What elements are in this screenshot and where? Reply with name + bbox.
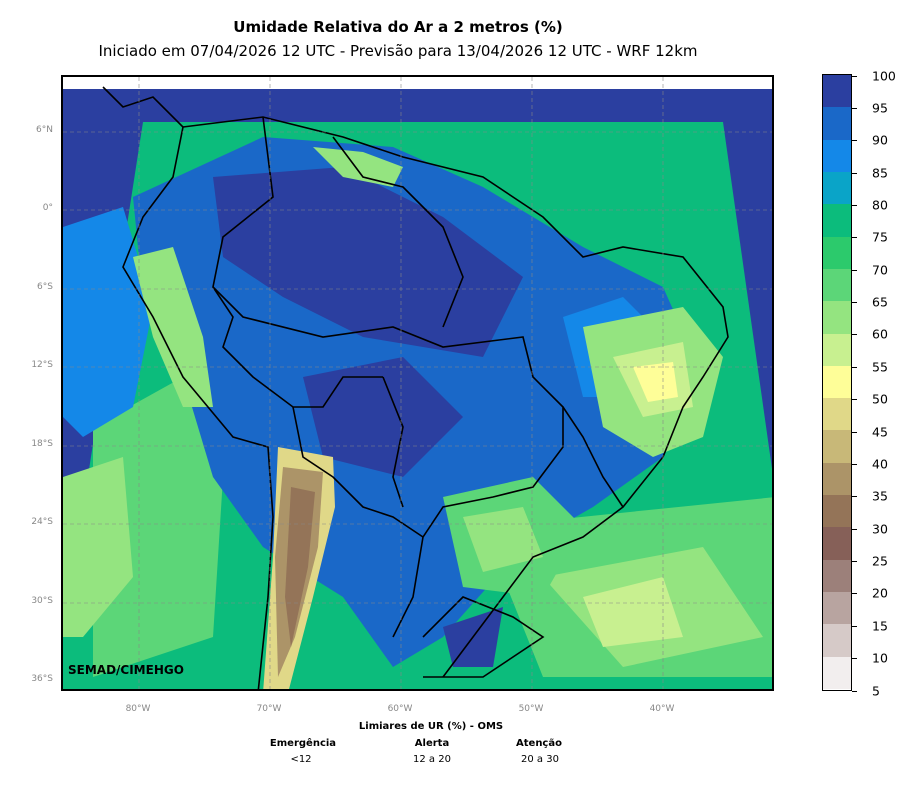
who-col-value: 20 a 30: [521, 754, 559, 765]
colorbar-band: [823, 592, 851, 625]
colorbar-band: [823, 236, 851, 270]
lat-label: 6°N: [36, 125, 53, 135]
colorbar-tick: [852, 496, 857, 498]
colorbar-tick: [852, 172, 857, 174]
colorbar-tick-label: 75: [872, 229, 888, 245]
colorbar-tick-label: 50: [872, 391, 888, 407]
colorbar-band: [823, 107, 851, 141]
colorbar-tick: [852, 334, 857, 336]
colorbar-tick: [852, 107, 857, 109]
credit-label: SEMAD/CIMEHGO: [68, 663, 184, 677]
colorbar-tick: [852, 237, 857, 239]
colorbar-tick-label: 55: [872, 359, 888, 375]
colorbar-tick-label: 65: [872, 294, 888, 310]
colorbar-band: [823, 495, 851, 528]
map-title: Umidade Relativa do Ar a 2 metros (%): [233, 18, 563, 36]
colorbar-tick-label: 100: [872, 68, 896, 83]
colorbar-band: [823, 268, 851, 302]
lon-label: 50°W: [518, 704, 544, 714]
colorbar-tick-label: 95: [872, 100, 888, 116]
colorbar-tick: [852, 463, 857, 465]
who-col-name: Atenção: [516, 738, 562, 749]
map-subtitle: Iniciado em 07/04/2026 12 UTC - Previsão…: [98, 42, 698, 60]
colorbar-tick-label: 60: [872, 326, 888, 342]
colorbar-band: [823, 656, 851, 690]
colorbar-band: [823, 204, 851, 238]
colorbar-tick: [852, 204, 857, 206]
colorbar-tick: [852, 399, 857, 401]
lon-label: 70°W: [256, 704, 282, 714]
who-header: Limiares de UR (%) - OMS: [358, 721, 504, 732]
who-col-name: Alerta: [414, 738, 450, 749]
who-col-value: <12: [290, 754, 312, 765]
lat-label: 12°S: [31, 360, 53, 370]
colorbar-band: [823, 624, 851, 658]
colorbar-tick-label: 10: [872, 650, 888, 666]
colorbar-tick: [852, 625, 857, 627]
colorbar-tick-label: 80: [872, 197, 888, 213]
colorbar-tick-label: 90: [872, 132, 888, 148]
colorbar-tick-label: 85: [872, 165, 888, 181]
colorbar-tick-label: 45: [872, 424, 888, 440]
lat-label: 36°S: [31, 674, 53, 684]
colorbar-band: [823, 430, 851, 464]
lat-label: 30°S: [31, 596, 53, 606]
lat-label: 18°S: [31, 439, 53, 449]
colorbar-band: [823, 171, 851, 205]
colorbar-tick: [852, 75, 857, 77]
colorbar-band: [823, 75, 851, 108]
map-canvas: [63, 77, 772, 689]
colorbar-tick: [852, 431, 857, 433]
colorbar-tick: [852, 593, 857, 595]
lon-label: 80°W: [125, 704, 151, 714]
colorbar-tick: [852, 140, 857, 142]
colorbar-band: [823, 398, 851, 431]
colorbar-tick: [852, 561, 857, 563]
colorbar-tick: [852, 690, 857, 692]
humidity-map: [61, 75, 774, 691]
colorbar-band: [823, 365, 851, 399]
colorbar: [822, 74, 852, 691]
lon-label: 60°W: [387, 704, 413, 714]
colorbar-band: [823, 527, 851, 561]
colorbar-tick-label: 25: [872, 553, 888, 569]
colorbar-tick-label: 30: [872, 521, 888, 537]
lat-label: 24°S: [31, 517, 53, 527]
colorbar-band: [823, 333, 851, 367]
colorbar-tick: [852, 302, 857, 304]
lat-label: 0°: [42, 203, 53, 213]
colorbar-tick: [852, 269, 857, 271]
colorbar-tick-label: 40: [872, 456, 888, 472]
colorbar-tick-label: 20: [872, 585, 888, 601]
colorbar-band: [823, 301, 851, 335]
who-col-name: Emergência: [269, 738, 337, 749]
colorbar-tick-label: 35: [872, 488, 888, 504]
colorbar-tick-label: 70: [872, 262, 888, 278]
colorbar-tick: [852, 528, 857, 530]
colorbar-band: [823, 139, 851, 173]
colorbar-tick-label: 15: [872, 618, 888, 634]
colorbar-band: [823, 462, 851, 496]
colorbar-tick: [852, 366, 857, 368]
colorbar-tick-label: 5: [872, 683, 880, 698]
lon-label: 40°W: [649, 704, 675, 714]
who-col-value: 12 a 20: [413, 754, 451, 765]
colorbar-band: [823, 559, 851, 593]
lat-label: 6°S: [37, 282, 53, 292]
colorbar-tick: [852, 658, 857, 660]
